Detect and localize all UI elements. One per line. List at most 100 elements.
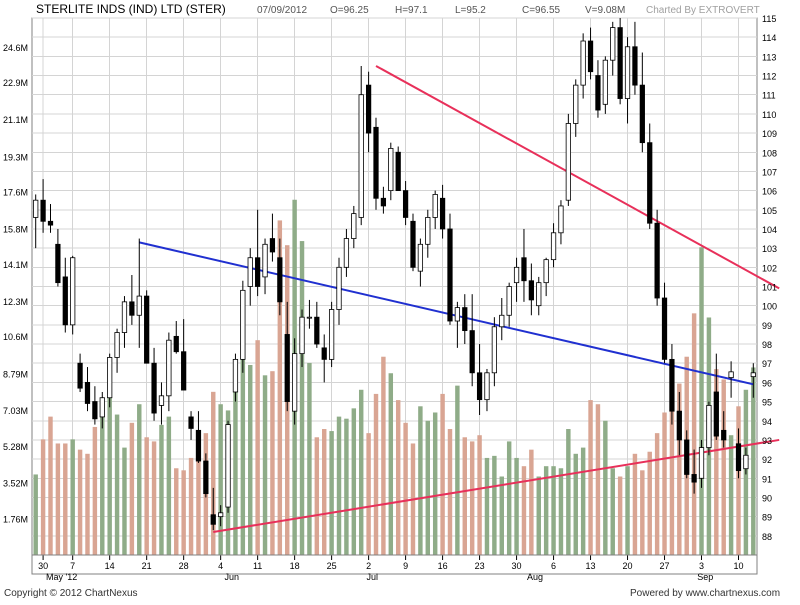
axis-layer: 8889909192939495969798991001011021031041… (3, 14, 777, 582)
volume-bar (188, 457, 194, 555)
candle-body (550, 232, 557, 261)
candle-body (373, 126, 379, 199)
candle-body (70, 257, 76, 326)
volume-bar (728, 435, 734, 555)
volume-bar (55, 443, 61, 555)
candle-body (476, 372, 483, 401)
volume-bar (736, 406, 741, 555)
price-tick-label: 110 (762, 110, 776, 120)
candle-body (721, 429, 727, 441)
price-tick-label: 91 (762, 474, 772, 484)
price-tick-label: 96 (762, 378, 772, 388)
high-value: H=97.1 (395, 5, 428, 16)
candle-body (144, 295, 150, 364)
date-tick-label: 4 (218, 561, 223, 571)
volume-tick-label: 8.79M (3, 369, 28, 379)
candle-body (114, 332, 120, 358)
candle-body (107, 357, 113, 399)
volume-bar (484, 457, 490, 555)
price-tick-label: 106 (762, 187, 777, 197)
volume-bar (48, 416, 53, 555)
date-tick-label: 23 (475, 561, 485, 571)
candle-body (698, 447, 705, 479)
volume-bar (240, 350, 246, 555)
candle-body (299, 316, 305, 355)
volume-bar (455, 385, 460, 555)
volume-tick-label: 5.28M (3, 442, 28, 452)
volume-bar (255, 340, 260, 555)
candle-body (402, 190, 409, 218)
price-tick-label: 107 (762, 167, 777, 177)
volume-bar (647, 451, 652, 555)
candle-body (351, 213, 357, 239)
candle-body (728, 371, 734, 378)
date-tick-label: 16 (438, 561, 448, 571)
candle-body (255, 257, 261, 287)
volume-bar (580, 447, 586, 555)
volume-bar (558, 468, 564, 555)
candle-body (269, 238, 276, 253)
price-tick-label: 113 (762, 52, 776, 62)
volume-bar (381, 356, 386, 555)
volume-bar (751, 367, 756, 555)
candle-body (743, 454, 749, 470)
volume-bar (662, 412, 667, 555)
volume-bar (477, 435, 482, 555)
candle-body (469, 330, 475, 374)
candle-body (84, 381, 91, 404)
volume-tick-label: 3.52M (3, 478, 28, 488)
date-tick-label: 3 (699, 561, 704, 571)
volume-bar (529, 449, 534, 555)
candle-body (181, 351, 187, 391)
volume-bar (440, 393, 445, 555)
volume-tick-label: 22.9M (3, 78, 28, 88)
volume-bar (144, 437, 149, 555)
volume-bar (721, 379, 726, 555)
volume-bar (181, 470, 186, 555)
candle-layer (33, 18, 756, 531)
price-tick-label: 99 (762, 321, 772, 331)
price-tick-label: 101 (762, 283, 777, 293)
price-tick-label: 89 (762, 513, 772, 523)
price-tick-label: 97 (762, 359, 772, 369)
volume-bar (714, 369, 719, 555)
candle-body (240, 289, 246, 360)
date-tick-label: 10 (733, 561, 743, 571)
volume-bar (432, 412, 438, 555)
price-tick-label: 92 (762, 455, 772, 465)
volume-bar (632, 453, 638, 555)
candle-body (661, 297, 668, 360)
price-tick-label: 102 (762, 263, 777, 273)
candle-body (33, 199, 39, 218)
candle-body (491, 326, 497, 374)
volume-bar (588, 400, 593, 555)
date-tick-label: 25 (327, 561, 337, 571)
candle-body (536, 282, 542, 307)
volume-bar (603, 420, 608, 555)
month-label: Aug (527, 572, 543, 582)
candle-body (513, 266, 520, 284)
quote-date: 07/09/2012 (257, 5, 307, 16)
candle-body (447, 228, 453, 322)
chart-credit: Charted By EXTROVERT (646, 5, 760, 16)
month-label: Jul (367, 572, 379, 582)
candle-body (358, 94, 364, 218)
candle-body (292, 353, 298, 412)
date-tick-label: 13 (586, 561, 596, 571)
volume-bar (211, 391, 216, 555)
powered-by-link[interactable]: Powered by www.chartnexus.com (630, 588, 780, 599)
volume-bar (492, 455, 497, 555)
volume-bar (351, 408, 357, 555)
candle-body (343, 238, 350, 268)
price-tick-label: 95 (762, 398, 772, 408)
price-tick-label: 109 (762, 129, 777, 139)
month-label: Jun (224, 572, 239, 582)
candle-body (151, 362, 157, 414)
volume-bar (610, 468, 615, 555)
volume-bar (499, 476, 504, 555)
candle-body (210, 514, 216, 525)
volume-tick-label: 14.1M (3, 260, 28, 270)
volume-bar (40, 439, 46, 555)
